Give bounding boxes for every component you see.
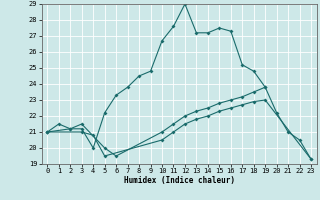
X-axis label: Humidex (Indice chaleur): Humidex (Indice chaleur) <box>124 176 235 185</box>
